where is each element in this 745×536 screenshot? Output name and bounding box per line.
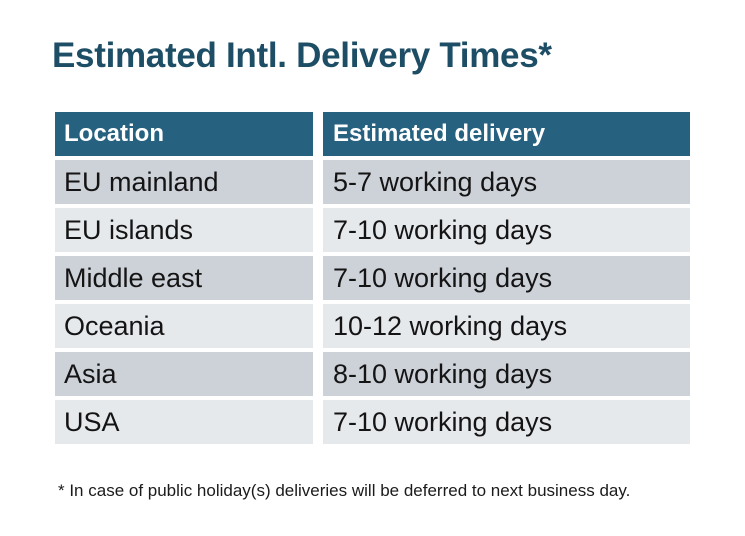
delivery-cell: 7-10 working days (323, 208, 690, 252)
table-row: USA 7-10 working days (55, 400, 690, 444)
table-row: Middle east 7-10 working days (55, 256, 690, 300)
table-header-row: Location Estimated delivery (55, 112, 690, 156)
location-cell: EU mainland (55, 160, 313, 204)
footnote: * In case of public holiday(s) deliverie… (58, 481, 631, 500)
table-row: Asia 8-10 working days (55, 352, 690, 396)
column-header-location: Location (55, 112, 313, 156)
location-cell: Oceania (55, 304, 313, 348)
table-row: Oceania 10-12 working days (55, 304, 690, 348)
location-cell: EU islands (55, 208, 313, 252)
location-cell: Asia (55, 352, 313, 396)
delivery-cell: 5-7 working days (323, 160, 690, 204)
delivery-cell: 7-10 working days (323, 256, 690, 300)
location-cell: Middle east (55, 256, 313, 300)
delivery-cell: 10-12 working days (323, 304, 690, 348)
delivery-cell: 8-10 working days (323, 352, 690, 396)
table-row: EU mainland 5-7 working days (55, 160, 690, 204)
column-header-estimated-delivery: Estimated delivery (323, 112, 690, 156)
table-row: EU islands 7-10 working days (55, 208, 690, 252)
page-title: Estimated Intl. Delivery Times* (52, 36, 552, 75)
location-cell: USA (55, 400, 313, 444)
delivery-cell: 7-10 working days (323, 400, 690, 444)
delivery-times-table: Location Estimated delivery EU mainland … (55, 112, 690, 448)
